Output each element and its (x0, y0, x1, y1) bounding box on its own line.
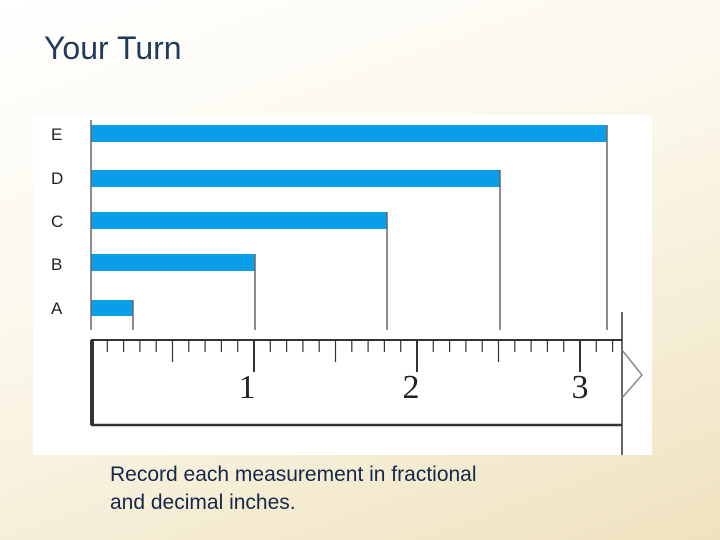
bar-label: D (51, 169, 63, 188)
bar (91, 254, 255, 271)
instruction-line: and decimal inches. (110, 491, 296, 514)
diagram-background (33, 115, 652, 455)
bar (91, 170, 500, 187)
slide-title: Your Turn (44, 30, 182, 66)
bar-label: E (51, 125, 62, 144)
instruction-line: Record each measurement in fractional (110, 463, 477, 486)
bar (91, 300, 133, 316)
ruler-label: 3 (572, 369, 589, 406)
bar-label: B (51, 255, 62, 274)
ruler-label: 1 (239, 369, 256, 406)
ruler (90, 312, 643, 455)
bar (91, 212, 387, 229)
bar (91, 125, 607, 142)
guide-lines (90, 120, 608, 330)
instructions: Record each measurement in fractional an… (110, 461, 477, 517)
break-mark (621, 349, 643, 399)
ruler-label: 2 (403, 369, 420, 406)
bars (91, 125, 607, 316)
bar-label: A (51, 299, 63, 318)
bar-label: C (51, 212, 63, 231)
